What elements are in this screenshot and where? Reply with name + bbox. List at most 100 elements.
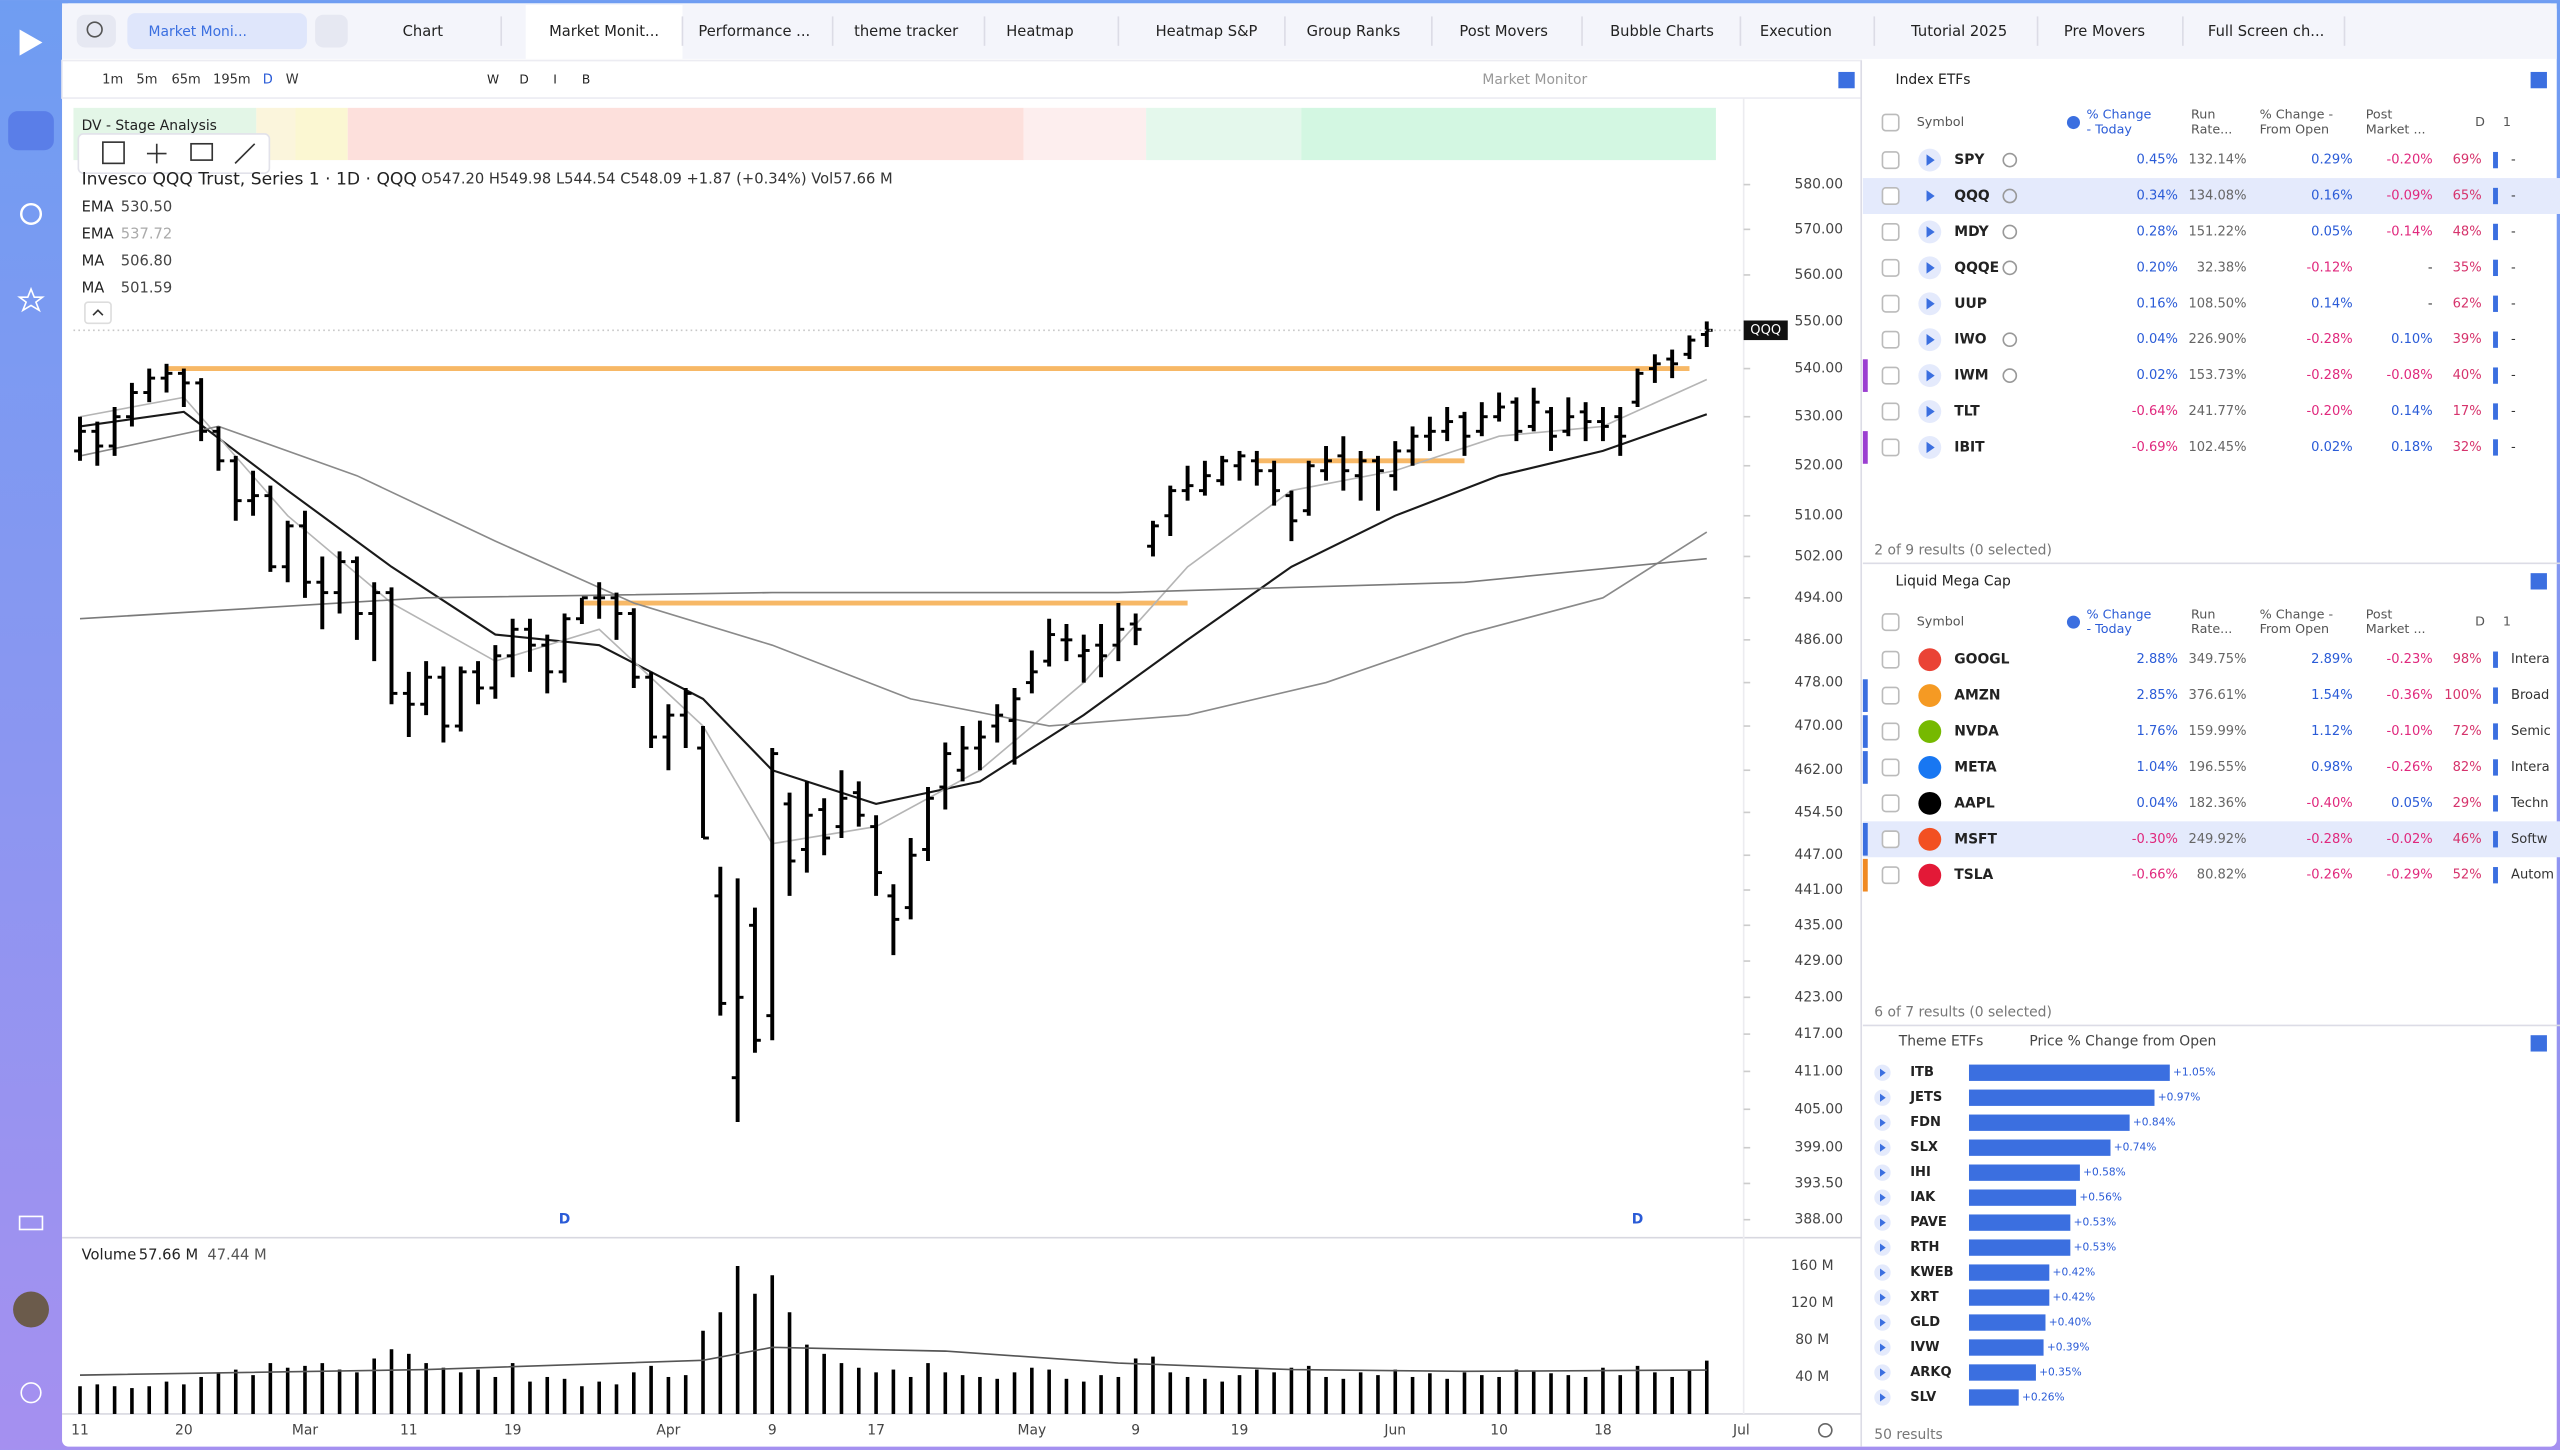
column-header[interactable]: Run — [2191, 108, 2215, 123]
column-header[interactable]: 1 — [2503, 615, 2511, 630]
search-tab[interactable] — [127, 13, 307, 50]
symbol[interactable]: GOOGL — [1954, 652, 2009, 668]
checkbox[interactable] — [1881, 187, 1900, 206]
column-header[interactable]: Symbol — [1917, 615, 1964, 630]
checkbox[interactable] — [1881, 830, 1900, 849]
tab[interactable]: Bubble Charts — [1610, 23, 1714, 40]
checkbox[interactable] — [1881, 650, 1900, 669]
theme-symbol[interactable]: FDN — [1910, 1115, 1941, 1130]
column-header[interactable]: Market ... — [2366, 122, 2426, 137]
symbol[interactable]: IWM — [1954, 368, 1988, 384]
checkbox[interactable] — [1881, 113, 1900, 132]
theme-symbol[interactable]: IVW — [1910, 1340, 1939, 1355]
column-header[interactable]: 1 — [2503, 115, 2511, 130]
checkbox[interactable] — [1881, 613, 1900, 632]
column-header[interactable]: Post — [2366, 607, 2393, 622]
interval-button[interactable]: W — [286, 73, 299, 88]
checkbox[interactable] — [1881, 794, 1900, 813]
checkbox[interactable] — [1881, 330, 1900, 349]
tab[interactable]: Group Ranks — [1307, 23, 1401, 40]
symbol[interactable]: TLT — [1954, 404, 1980, 420]
tab[interactable]: Heatmap — [1006, 23, 1073, 40]
column-header[interactable]: % Change - — [2260, 607, 2333, 622]
symbol[interactable]: TSLA — [1954, 867, 1993, 883]
checkbox[interactable] — [1881, 686, 1900, 705]
checkbox[interactable] — [1881, 722, 1900, 741]
tool-line[interactable] — [234, 143, 256, 164]
interval-button[interactable]: 1m — [102, 73, 123, 88]
column-header[interactable]: Run — [2191, 607, 2215, 622]
symbol[interactable]: IWO — [1954, 332, 1986, 348]
layout-button[interactable] — [315, 14, 348, 48]
symbol[interactable]: QQQ — [1954, 188, 1990, 204]
theme-symbol[interactable]: IAK — [1910, 1190, 1936, 1205]
column-header[interactable]: D — [2475, 615, 2485, 630]
search-button[interactable] — [76, 14, 116, 48]
theme-symbol[interactable]: IHI — [1910, 1165, 1931, 1180]
interval-button[interactable]: 65m — [171, 73, 200, 88]
column-header[interactable]: Rate... — [2191, 622, 2232, 637]
chart-link[interactable] — [1838, 71, 1855, 89]
column-header[interactable]: % Change — [2087, 607, 2152, 622]
user-avatar[interactable] — [13, 1291, 49, 1328]
theme-symbol[interactable]: KWEB — [1910, 1265, 1953, 1280]
tab[interactable]: Market Monit... — [549, 23, 659, 40]
symbol[interactable]: IBIT — [1954, 439, 1985, 455]
tab[interactable]: Execution — [1760, 23, 1832, 40]
column-header[interactable]: D — [2475, 115, 2485, 130]
nav-help[interactable] — [20, 1382, 42, 1404]
sort-field[interactable]: Price % Change from Open — [2029, 1034, 2216, 1050]
symbol[interactable]: MDY — [1954, 224, 1989, 240]
nav-watchlist[interactable] — [17, 286, 45, 313]
interval-button[interactable]: 195m — [213, 73, 251, 88]
tool-fib[interactable] — [146, 143, 167, 164]
column-header[interactable]: - Today — [2087, 622, 2133, 637]
column-header[interactable]: - Today — [2087, 122, 2133, 137]
drawing-tools[interactable] — [77, 133, 271, 174]
toolbar-button[interactable]: D — [519, 73, 528, 87]
symbol[interactable]: MSFT — [1954, 831, 1997, 847]
interval-button[interactable]: 5m — [136, 73, 157, 88]
tab[interactable]: Performance ... — [698, 23, 810, 40]
tab[interactable]: Post Movers — [1459, 23, 1547, 40]
tab[interactable]: Pre Movers — [2064, 23, 2145, 40]
tab[interactable]: Heatmap S&P — [1156, 23, 1258, 40]
checkbox[interactable] — [1881, 258, 1900, 277]
checkbox[interactable] — [1881, 438, 1900, 457]
panel-link[interactable] — [2530, 71, 2547, 89]
symbol[interactable]: META — [1954, 759, 1997, 775]
theme-symbol[interactable]: SLV — [1910, 1390, 1937, 1405]
checkbox[interactable] — [1881, 151, 1900, 170]
tab[interactable]: Tutorial 2025 — [1910, 23, 2007, 40]
column-header[interactable]: Rate... — [2191, 122, 2232, 137]
checkbox[interactable] — [1881, 294, 1900, 313]
theme-symbol[interactable]: SLX — [1910, 1140, 1938, 1155]
theme-symbol[interactable]: XRT — [1910, 1290, 1939, 1305]
tab[interactable]: Full Screen ch... — [2208, 23, 2324, 40]
nav-scanner[interactable] — [20, 202, 43, 225]
symbol[interactable]: AAPL — [1954, 795, 1995, 811]
toolbar-button[interactable]: B — [582, 73, 590, 87]
theme-symbol[interactable]: RTH — [1910, 1240, 1939, 1255]
symbol[interactable]: AMZN — [1954, 688, 2000, 704]
theme-symbol[interactable]: PAVE — [1910, 1215, 1947, 1230]
checkbox[interactable] — [1881, 758, 1900, 777]
column-header[interactable]: Symbol — [1917, 115, 1964, 130]
symbol[interactable]: NVDA — [1954, 724, 1999, 740]
interval-button[interactable]: D — [263, 73, 273, 88]
tool-rect[interactable] — [102, 141, 125, 165]
toolbar-button[interactable]: W — [487, 73, 499, 87]
column-header[interactable]: % Change - — [2260, 108, 2333, 123]
theme-symbol[interactable]: ARKQ — [1910, 1365, 1951, 1380]
checkbox[interactable] — [1881, 366, 1900, 385]
theme-symbol[interactable]: JETS — [1909, 1090, 1942, 1105]
checkbox[interactable] — [1881, 866, 1900, 885]
symbol[interactable]: SPY — [1954, 152, 1985, 168]
theme-symbol[interactable]: GLD — [1910, 1315, 1940, 1330]
symbol[interactable]: QQQE — [1954, 260, 1999, 276]
panel-link[interactable] — [2530, 573, 2547, 590]
checkbox[interactable] — [1881, 402, 1900, 421]
checkbox[interactable] — [1881, 222, 1900, 241]
axis-settings[interactable] — [1817, 1422, 1833, 1438]
layout-name[interactable]: Market Monitor — [1482, 72, 1587, 88]
